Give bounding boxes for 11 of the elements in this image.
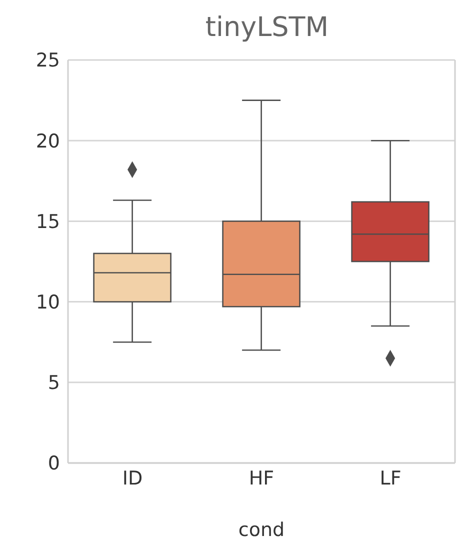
- y-tick-label: 10: [36, 292, 60, 314]
- y-tick-label: 25: [36, 50, 60, 72]
- chart-title: tinyLSTM: [204, 11, 330, 45]
- y-tick-label: 20: [36, 130, 60, 152]
- x-tick-label: ID: [122, 467, 143, 490]
- x-tick-label: HF: [248, 467, 274, 490]
- x-tick-label: LF: [380, 467, 402, 490]
- y-tick-label: 15: [36, 210, 60, 233]
- y-tick-label: 0: [48, 452, 60, 475]
- y-tick-label: 5: [48, 372, 60, 394]
- x-axis-title: cond: [238, 519, 285, 541]
